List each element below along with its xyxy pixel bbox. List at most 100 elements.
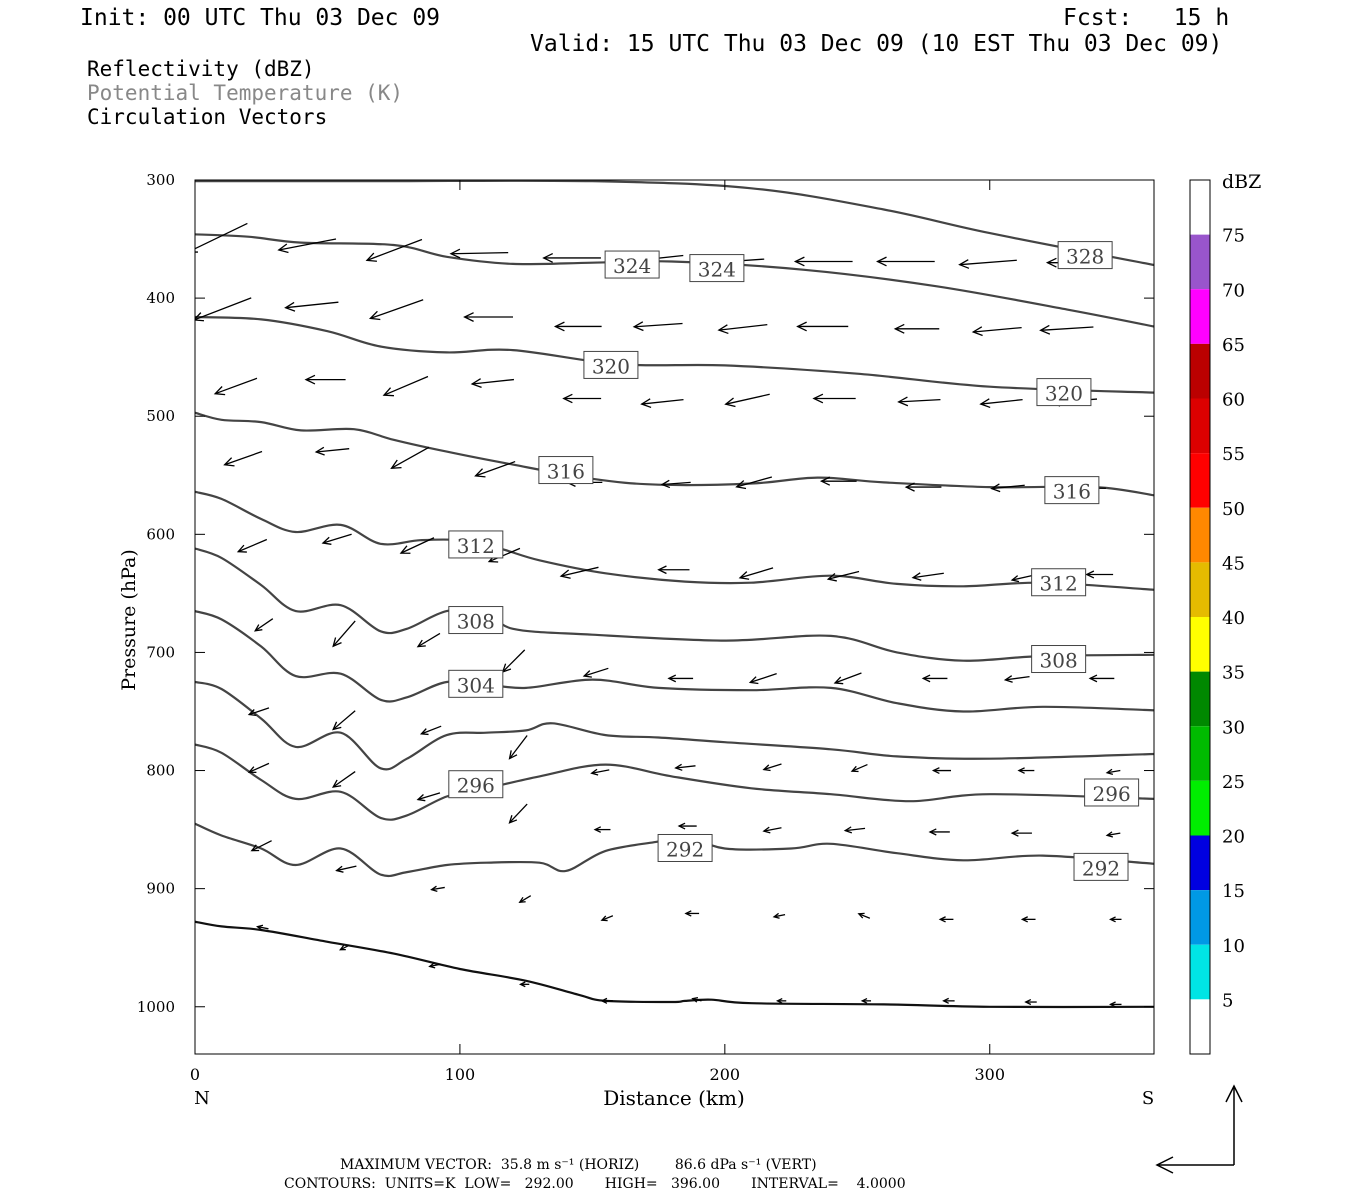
colorbar-swatch (1190, 234, 1210, 290)
vector-arrow (762, 826, 782, 834)
theta-contour-surface (195, 920, 1154, 1009)
vector-arrow (277, 238, 337, 254)
vector-arrow (850, 763, 868, 773)
colorbar-level-label: 40 (1222, 608, 1245, 629)
vector-arrow (474, 460, 516, 478)
colorbar-swatch (1190, 780, 1210, 836)
x-end-label-left: N (194, 1088, 210, 1109)
vector-arrow (553, 321, 602, 332)
svg-text:292: 292 (666, 837, 704, 861)
vector-arrow (247, 762, 270, 774)
vector-arrow (332, 620, 356, 648)
vector-arrow (542, 253, 601, 263)
vector-arrow (931, 767, 952, 775)
vector-arrow (772, 912, 786, 919)
contour-label: 292 (1073, 852, 1129, 881)
vector-arrow (684, 910, 700, 917)
contour-labels: 328 324 324 320 320 316 316 312 312 308 308 304 296 2… (448, 241, 1140, 881)
vector-arrow (501, 649, 526, 673)
vector-arrow (508, 735, 528, 760)
contour-label: 324 (604, 250, 660, 279)
vector-arrow (256, 924, 269, 931)
vector-arrow (508, 803, 528, 824)
colorbar-level-label: 30 (1222, 717, 1245, 738)
vector-arrow (1020, 916, 1036, 923)
x-axis-label: Distance (km) (603, 1086, 745, 1110)
contour-label: 308 (1031, 645, 1087, 674)
vector-arrow (904, 482, 942, 492)
contour-label: 320 (583, 350, 639, 379)
y-tick-label: 400 (146, 289, 175, 307)
vector-arrow (971, 326, 1022, 337)
vector-arrow (942, 997, 955, 1004)
vector-arrow (250, 840, 272, 852)
contour-label: 324 (689, 254, 745, 283)
vector-arrow (717, 323, 768, 335)
vector-arrow (368, 299, 424, 321)
vector-arrow (331, 771, 356, 788)
colorbar-swatch (1190, 289, 1210, 344)
max-vector-reference (1155, 1084, 1243, 1174)
theta-contour-328 (195, 180, 1154, 267)
colorbar-swatch (1190, 343, 1210, 399)
svg-text:296: 296 (1093, 782, 1131, 806)
theta-contour-316 (195, 411, 1154, 497)
x-tick-label: 200 (710, 1065, 741, 1084)
svg-text:316: 316 (547, 460, 585, 484)
colorbar-level-label: 10 (1222, 936, 1245, 957)
colorbar-level-label: 70 (1222, 280, 1245, 301)
y-tick-label: 800 (146, 762, 175, 780)
x-tick-label: 0 (190, 1065, 200, 1084)
colorbar-swatch (1190, 180, 1210, 235)
vector-arrow (812, 393, 856, 404)
colorbar-level-label: 60 (1222, 390, 1245, 411)
valid-time: Valid: 15 UTC Thu 03 Dec 09 (10 EST Thu … (530, 31, 1223, 57)
theta-contour-312 (195, 490, 1154, 591)
axes: 300 400 500 600 700 800 900 1000 0 100 200 300 (137, 171, 1154, 1084)
init-time: Init: 00 UTC Thu 03 Dec 09 (80, 5, 441, 31)
vector-arrow (632, 321, 683, 332)
circulation-vectors (195, 222, 1122, 1008)
vector-arrow (1039, 324, 1094, 335)
vector-arrow (600, 915, 614, 922)
vector-arrow (775, 997, 787, 1004)
vector-arrow (1105, 768, 1121, 776)
svg-text:320: 320 (592, 354, 630, 378)
vector-arrow (247, 707, 270, 717)
vector-arrow (314, 446, 350, 456)
vector-arrow (826, 570, 860, 582)
vector-arrow (897, 396, 941, 407)
vector-arrow (640, 398, 684, 409)
colorbar-level-label: 15 (1222, 881, 1245, 902)
x-end-label-right: S (1142, 1088, 1154, 1109)
vector-arrow (1003, 675, 1030, 683)
vector-arrow (793, 256, 853, 267)
max-vector-text: MAXIMUM VECTOR: 35.8 m s⁻¹ (HORIZ) 86.6 … (340, 1157, 817, 1173)
vector-arrow (691, 996, 702, 1003)
vector-arrow (518, 981, 530, 988)
vector-arrow (213, 377, 258, 396)
vector-arrow (843, 826, 866, 834)
contour-label: 316 (1044, 476, 1100, 505)
vector-arrow (399, 537, 435, 554)
vector-arrow (562, 393, 602, 404)
theta-contour-300 (195, 680, 1154, 771)
svg-text:312: 312 (1040, 572, 1078, 596)
colorbar-swatch (1190, 562, 1210, 617)
contour-label: 312 (448, 530, 504, 559)
vector-arrow (223, 450, 263, 467)
x-tick-label: 300 (974, 1065, 1005, 1084)
y-tick-label: 700 (146, 643, 175, 661)
vector-arrow (660, 479, 691, 489)
theta-contour-320 (195, 315, 1154, 394)
vector-arrow (382, 375, 429, 397)
reflectivity-colorbar: 5 10 15 20 25 30 35 40 45 50 55 60 65 70 75 (1189, 179, 1245, 1055)
vector-arrow (876, 256, 935, 267)
contour-label: 312 (1031, 568, 1087, 597)
svg-text:304: 304 (457, 673, 495, 697)
y-tick-label: 1000 (137, 998, 175, 1016)
vector-arrow (428, 962, 441, 969)
vector-arrow (195, 222, 248, 253)
y-tick-label: 500 (146, 407, 175, 425)
